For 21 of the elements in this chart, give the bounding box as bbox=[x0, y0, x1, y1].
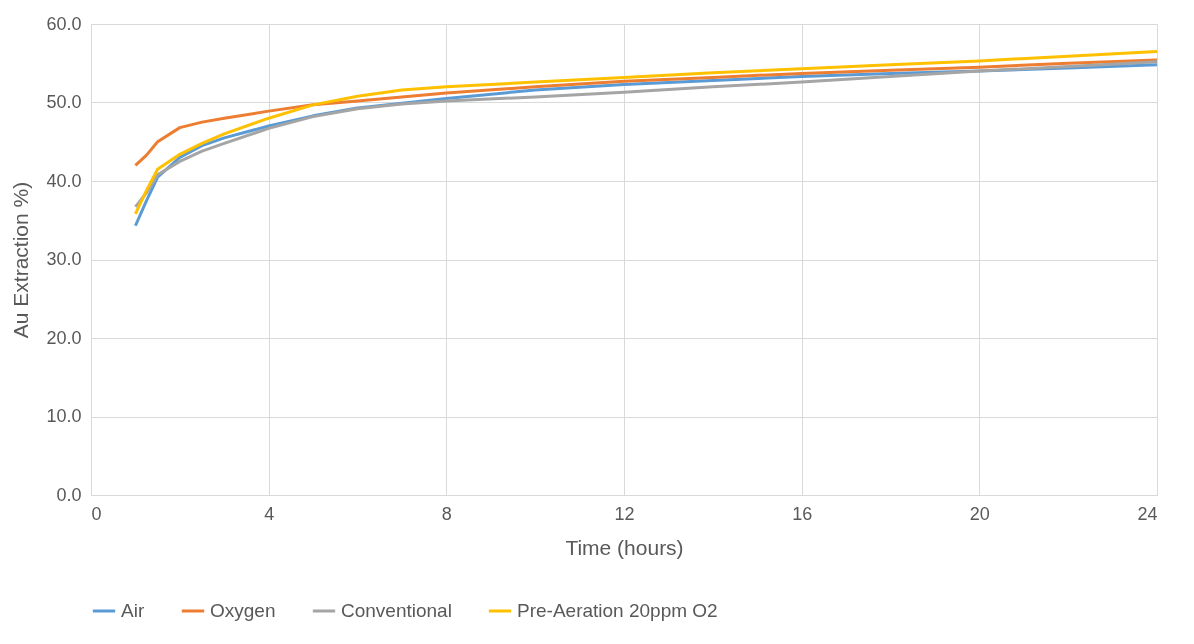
x-tick-label: 8 bbox=[441, 503, 452, 524]
y-tick-label: 0.0 bbox=[56, 484, 82, 505]
x-tick-label: 16 bbox=[792, 503, 813, 524]
y-tick-label: 20.0 bbox=[46, 327, 82, 348]
y-tick-label: 40.0 bbox=[46, 170, 82, 191]
y-tick-label: 30.0 bbox=[46, 249, 82, 269]
x-tick-label: 20 bbox=[969, 503, 990, 524]
legend-label: Pre-Aeration 20ppm O2 bbox=[517, 600, 718, 621]
legend-label: Air bbox=[121, 600, 145, 621]
x-tick-label: 0 bbox=[91, 503, 102, 524]
line-series bbox=[133, 58, 1159, 167]
x-axis-title: Time (hours) bbox=[565, 535, 684, 559]
y-tick-label: 60.0 bbox=[46, 13, 82, 34]
x-tick-label: 4 bbox=[264, 503, 275, 524]
y-tick-label: 50.0 bbox=[46, 92, 82, 112]
y-axis-title: Au Extraction %) bbox=[9, 181, 33, 339]
legend-label: Conventional bbox=[341, 600, 452, 621]
y-tick-label: 10.0 bbox=[46, 406, 82, 426]
legend-label: Oxygen bbox=[210, 600, 276, 621]
x-tick-label: 24 bbox=[1137, 503, 1158, 524]
x-tick-label: 12 bbox=[614, 503, 635, 524]
